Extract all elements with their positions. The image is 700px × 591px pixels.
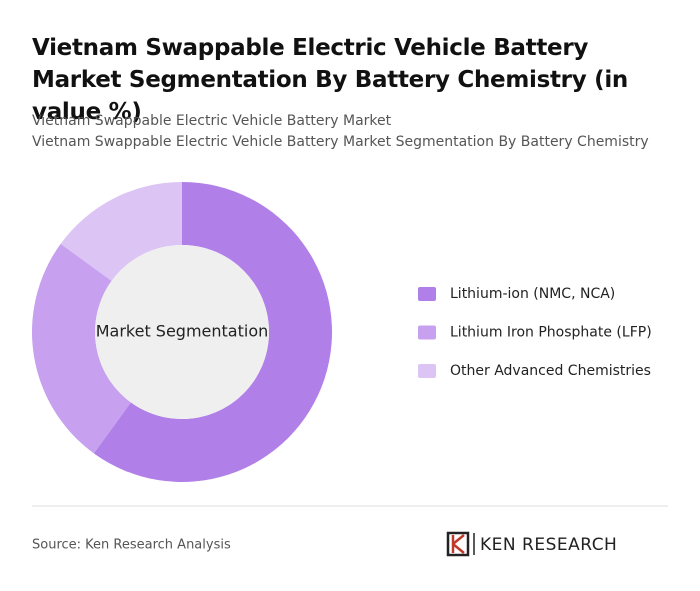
legend-label: Other Advanced Chemistries [450,363,651,379]
subtitle: Vietnam Swappable Electric Vehicle Batte… [32,134,649,150]
donut-hole [95,245,269,419]
center-label: Market Segmentation [96,322,269,341]
legend-swatch [418,287,436,301]
brand: KEN RESEARCH [480,535,617,555]
legend-label: Lithium-ion (NMC, NCA) [450,286,615,302]
chart-title: Vietnam Swappable Electric Vehicle Batte… [32,35,628,125]
legend-label: Lithium Iron Phosphate (LFP) [450,325,652,341]
source: Source: Ken Research Analysis [32,538,231,553]
donut-slice [32,243,131,454]
donut-slice [93,182,332,482]
legend-swatch [418,325,436,340]
subtitle: Vietnam Swappable Electric Vehicle Batte… [32,113,392,129]
donut-slice [60,182,183,281]
legend-swatch [418,364,436,378]
logo-icon [446,531,475,557]
